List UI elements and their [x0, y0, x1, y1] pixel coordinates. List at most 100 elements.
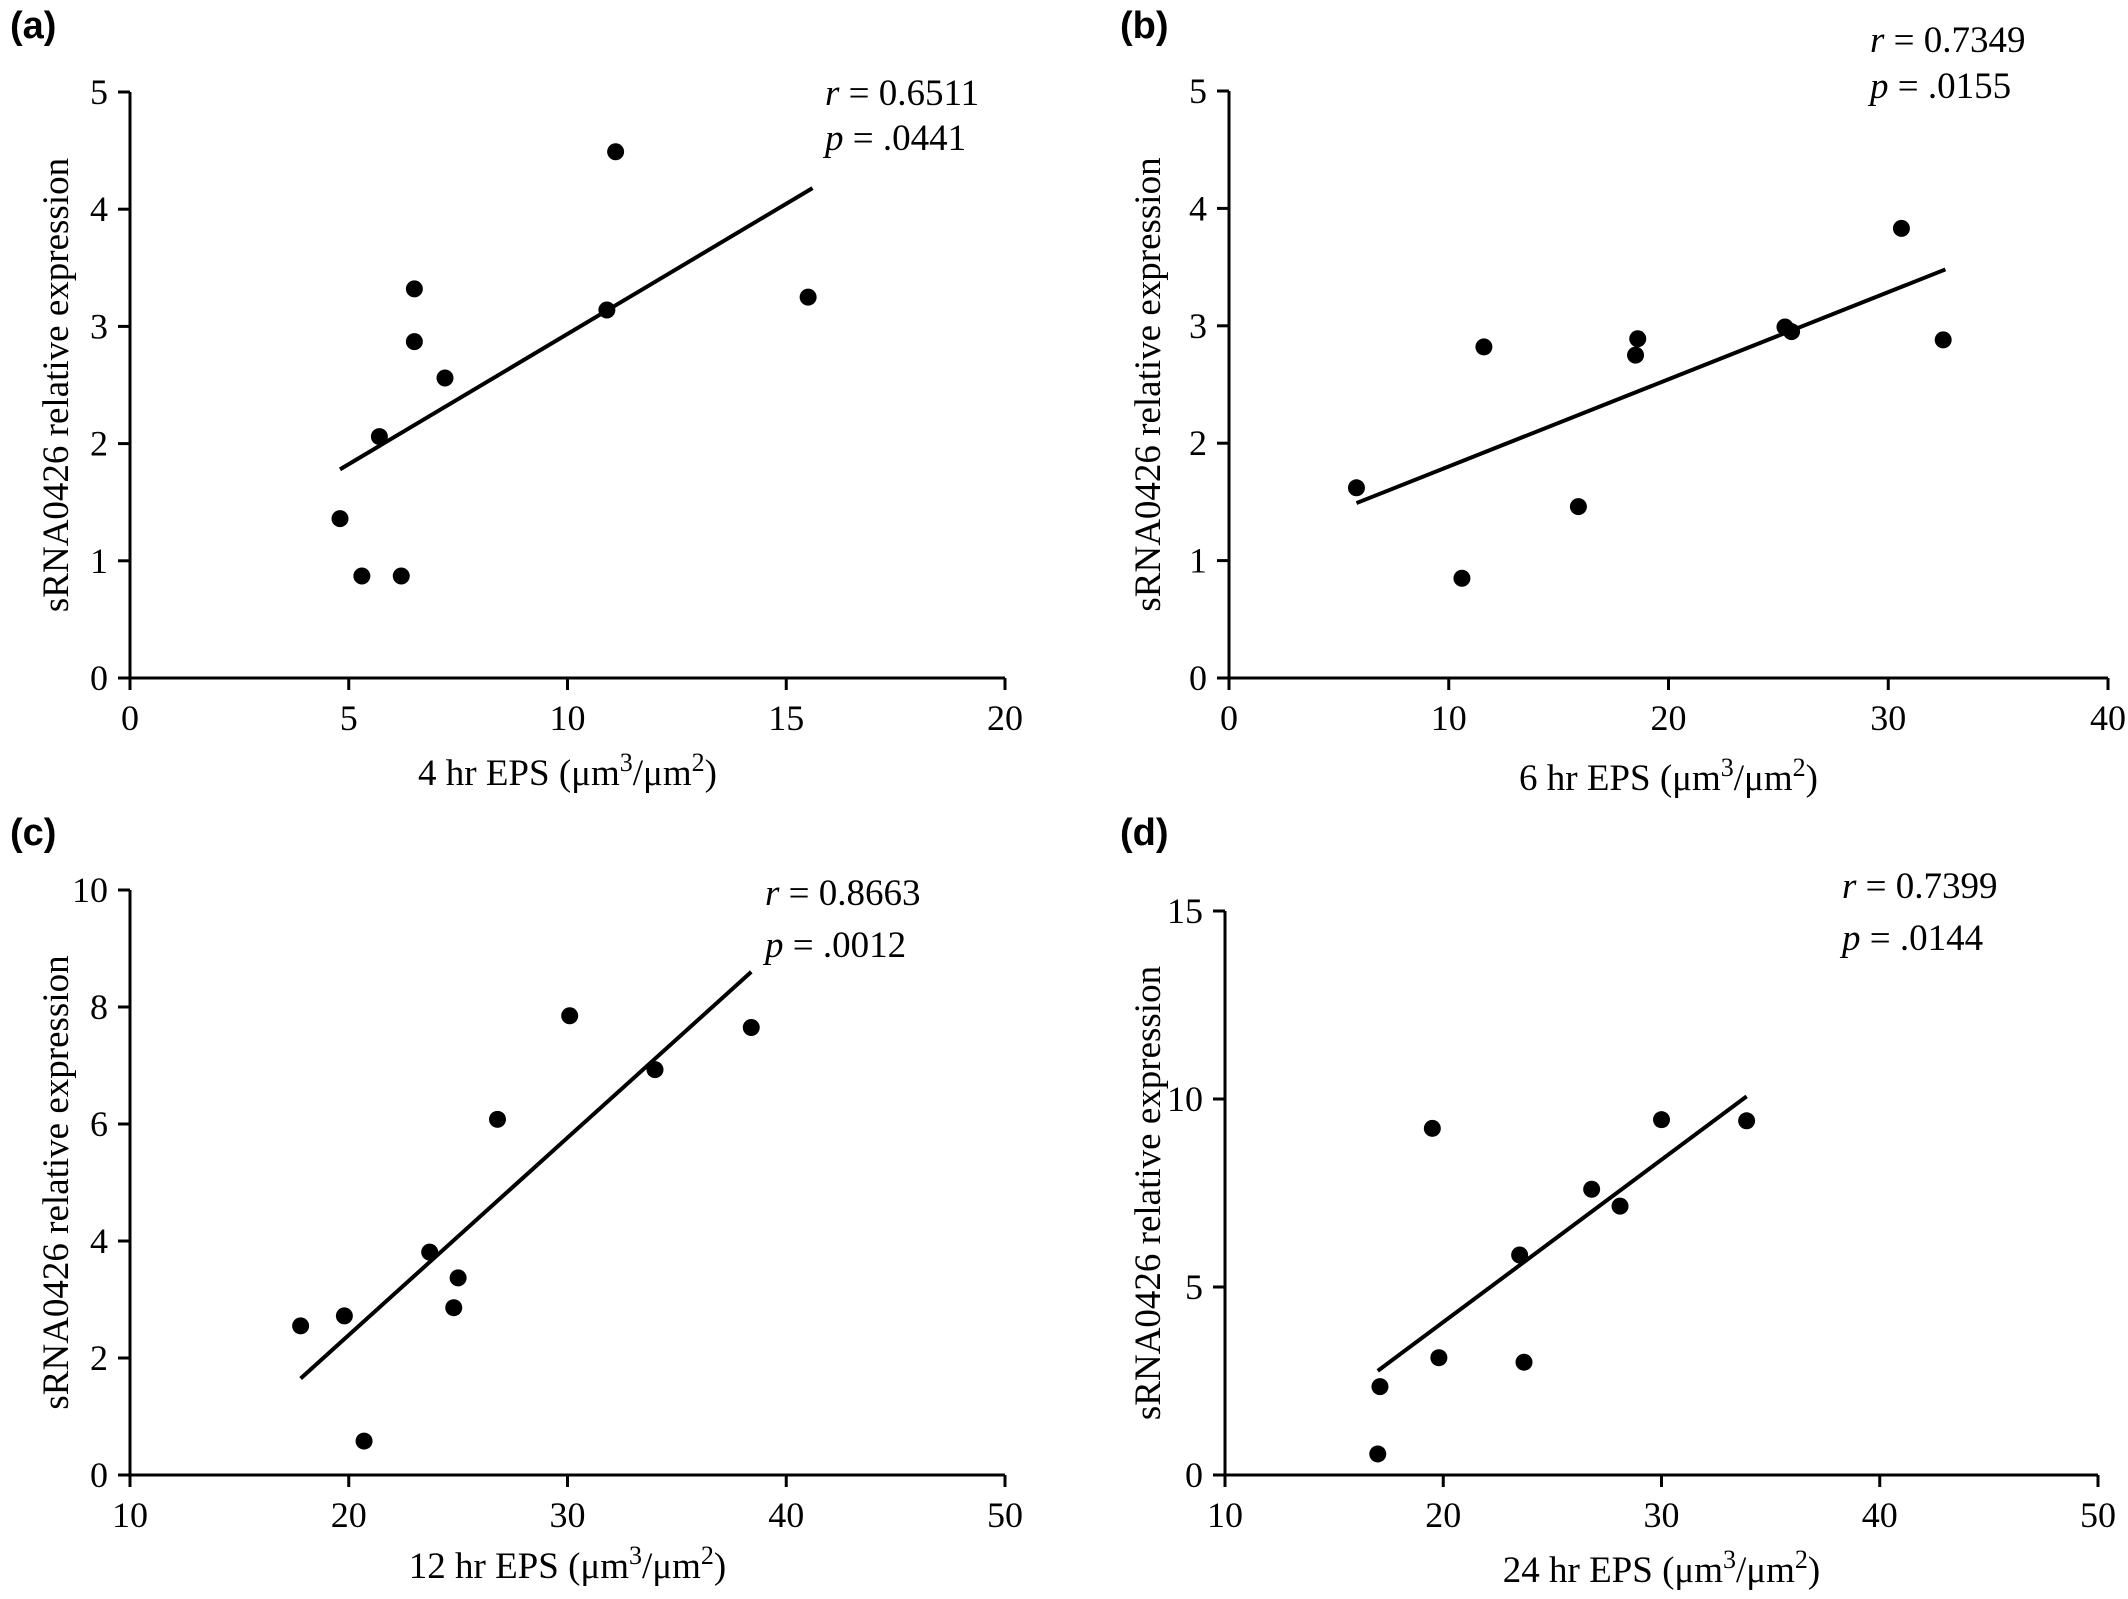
x-axis-title: 24 hr EPS (μm3/μm2): [1503, 1545, 1821, 1591]
y-tick-label: 1: [90, 541, 108, 581]
x-axis-title-part: 2: [701, 1541, 714, 1570]
x-axis-title-part: 24 hr EPS (μm: [1503, 1550, 1723, 1591]
x-tick-label: 10: [1431, 698, 1467, 738]
correlation-r-text: r = 0.6511: [825, 73, 979, 114]
regression-line: [338, 186, 814, 472]
x-tick-label: 0: [1220, 698, 1238, 738]
y-tick-label: 4: [1189, 188, 1207, 228]
x-tick-label: 20: [1651, 698, 1687, 738]
r-symbol: r: [1870, 20, 1885, 61]
y-tick-label: 4: [90, 189, 108, 229]
x-tick-label: 20: [1425, 1495, 1461, 1535]
x-axis-title-part: 2: [1793, 753, 1806, 782]
p-value: = .0144: [1861, 918, 1984, 959]
panel-label: (a): [10, 5, 56, 47]
p-value: = .0012: [784, 925, 907, 966]
x-axis-title-part: ): [705, 753, 717, 794]
data-point: [445, 1299, 463, 1317]
data-point: [1453, 569, 1471, 587]
x-tick-label: 10: [1207, 1495, 1243, 1535]
data-point: [331, 510, 349, 528]
p-value-text: p = .0012: [762, 925, 906, 966]
x-axis-title-part: 4 hr EPS (μm: [418, 753, 620, 794]
x-tick-label: 10: [550, 698, 586, 738]
data-point: [335, 1307, 353, 1325]
x-axis-title-part: /μm: [642, 1546, 701, 1587]
y-axis-title: sRNA0426 relative expression: [36, 158, 77, 612]
r-symbol: r: [1842, 866, 1857, 907]
x-tick-label: 10: [112, 1495, 148, 1535]
r-value: = 0.6511: [839, 73, 979, 114]
data-point: [405, 280, 423, 298]
r-symbol: r: [765, 873, 780, 914]
x-axis-title-part: 3: [629, 1541, 642, 1570]
x-axis-title-part: /μm: [1736, 1550, 1795, 1591]
x-axis-title-part: 3: [1723, 1545, 1736, 1574]
x-axis-title-part: 3: [620, 748, 633, 777]
scatter-panel-b: 0 1 2 3 4 5 0 10 20 30 40 (b) sRNA0426 relative expr…: [1120, 5, 2126, 799]
r-value: = 0.8663: [779, 873, 920, 914]
data-point: [742, 1018, 760, 1036]
y-tick-label: 1: [1189, 541, 1207, 581]
x-tick-label: 40: [1862, 1495, 1898, 1535]
y-tick-label: 2: [90, 424, 108, 464]
data-point: [370, 428, 388, 446]
x-axis-title-part: ): [1808, 1550, 1820, 1591]
data-point: [1511, 1246, 1529, 1264]
data-point: [392, 567, 410, 585]
data-point: [449, 1269, 467, 1287]
x-axis-title: 4 hr EPS (μm3/μm2): [418, 748, 717, 794]
data-point: [1347, 479, 1365, 497]
data-point: [646, 1061, 664, 1079]
p-symbol: p: [822, 118, 844, 159]
data-point: [353, 567, 371, 585]
p-value: = .0155: [1889, 66, 2012, 107]
p-symbol: p: [762, 925, 784, 966]
p-value: = .0441: [844, 118, 967, 159]
data-point: [421, 1243, 439, 1261]
r-value: = 0.7349: [1884, 20, 2025, 61]
y-tick-label: 5: [1189, 71, 1207, 111]
y-tick-label: 10: [72, 870, 108, 910]
data-point: [1371, 1378, 1389, 1396]
correlation-r-text: r = 0.8663: [765, 873, 921, 914]
data-point: [1423, 1119, 1441, 1137]
x-tick-label: 20: [987, 698, 1023, 738]
data-point: [1475, 338, 1493, 356]
data-point: [1627, 346, 1645, 364]
y-tick-label: 3: [90, 306, 108, 346]
panel-label: (b): [1120, 5, 1169, 47]
data-point: [1738, 1112, 1756, 1130]
y-tick-label: 8: [90, 987, 108, 1027]
data-point: [292, 1317, 310, 1335]
y-tick-label: 3: [1189, 306, 1207, 346]
y-tick-label: 0: [90, 1455, 108, 1495]
data-point: [1583, 1180, 1601, 1198]
p-value-text: p = .0441: [822, 118, 966, 159]
data-point: [1783, 323, 1801, 341]
y-axis-title: sRNA0426 relative expression: [1128, 157, 1169, 611]
x-axis-title-part: ): [714, 1546, 726, 1587]
data-point: [1892, 219, 1910, 237]
y-tick-label: 0: [1185, 1455, 1203, 1495]
x-tick-label: 40: [768, 1495, 804, 1535]
x-axis-title: 12 hr EPS (μm3/μm2): [409, 1541, 727, 1587]
y-tick-label: 15: [1167, 891, 1203, 931]
x-tick-label: 5: [340, 698, 358, 738]
data-point: [436, 369, 454, 387]
scatter-panel-d: 0 5 10 15 10 20 30 40 50 (d) sRNA0426 relative exp…: [1120, 812, 2116, 1591]
y-tick-label: 2: [1189, 423, 1207, 463]
scatter-panel-c: 0 2 4 6 8 10 10 20 30 40 50 (c) sRNA0426 relative ex…: [10, 812, 1023, 1587]
p-symbol: p: [1839, 918, 1861, 959]
y-axis-title: sRNA0426 relative expression: [36, 955, 77, 1409]
x-axis-title-part: ): [1806, 758, 1818, 799]
y-tick-label: 0: [1189, 658, 1207, 698]
x-tick-label: 50: [2080, 1495, 2116, 1535]
y-tick-label: 2: [90, 1338, 108, 1378]
x-tick-label: 50: [987, 1495, 1023, 1535]
x-tick-label: 0: [121, 698, 139, 738]
x-axis-title-part: /μm: [633, 753, 692, 794]
data-point: [355, 1432, 373, 1450]
y-tick-label: 10: [1167, 1079, 1203, 1119]
